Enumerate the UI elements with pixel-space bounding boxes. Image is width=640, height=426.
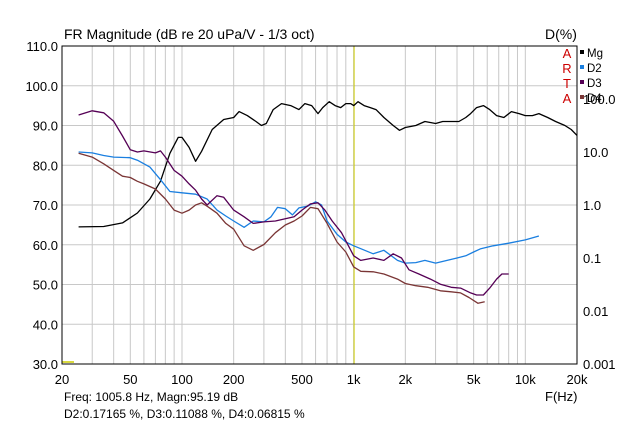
series-line-d3 xyxy=(78,110,509,296)
legend-label-d3: D3 xyxy=(587,78,602,90)
cursor-readout-line2: D2:0.17165 %, D3:0.11088 %, D4:0.06815 % xyxy=(64,407,305,421)
y-right-tick-label: 10.0 xyxy=(583,145,608,160)
y-right-tick-label: 1.0 xyxy=(583,198,601,213)
grid xyxy=(62,46,577,364)
series-line-mg xyxy=(78,101,578,228)
arta-logo-letter: A xyxy=(563,91,572,106)
y-left-tick-label: 40.0 xyxy=(33,317,58,332)
x-tick-label: 1k xyxy=(347,372,361,387)
y-left-tick-label: 110.0 xyxy=(26,39,58,54)
legend-label-d4: D4 xyxy=(587,93,602,105)
right-axis-title: D(%) xyxy=(545,26,577,42)
legend-swatch-d3 xyxy=(580,80,584,84)
legend-label-mg: Mg xyxy=(587,48,603,60)
y-left-tick-label: 70.0 xyxy=(33,198,58,213)
series-layer xyxy=(78,101,578,304)
legend-swatch-d2 xyxy=(580,65,584,69)
legend-label-d2: D2 xyxy=(587,63,602,75)
y-right-tick-label: 0.01 xyxy=(583,304,608,319)
y-left-tick-label: 80.0 xyxy=(33,158,58,173)
x-tick-label: 5k xyxy=(467,372,481,387)
y-left-tick-label: 30.0 xyxy=(33,357,58,372)
x-tick-label: 200 xyxy=(223,372,245,387)
y-left-tick-label: 50.0 xyxy=(33,278,58,293)
y-left-tick-label: 60.0 xyxy=(33,238,58,253)
legend-swatch-mg xyxy=(580,50,584,54)
y-right-tick-label: 100.0 xyxy=(583,92,616,107)
series-line-d4 xyxy=(78,152,485,304)
axis-ticks: 20 50 100 200 500 1k 2k 5k 10k 20k 30.0 40.0 50.0 60.… xyxy=(25,39,615,387)
x-tick-label: 2k xyxy=(398,372,412,387)
x-tick-label: 10k xyxy=(515,372,536,387)
arta-logo-letter: A xyxy=(563,46,572,61)
cursor-readout-line1: Freq: 1005.8 Hz, Magn:95.19 dB xyxy=(64,390,238,404)
x-tick-label: 50 xyxy=(123,372,137,387)
x-tick-label: 100 xyxy=(171,372,193,387)
y-left-tick-label: 100.0 xyxy=(25,79,58,94)
y-left-tick-label: 90.0 xyxy=(33,119,58,134)
x-tick-label: 20 xyxy=(55,372,69,387)
chart-title: FR Magnitude (dB re 20 uPa/V - 1/3 oct) xyxy=(64,26,315,42)
x-tick-label: 20k xyxy=(567,372,588,387)
legend-swatch-d4 xyxy=(580,95,584,99)
plot-frame xyxy=(61,45,578,365)
y-right-tick-label: 0.1 xyxy=(583,251,601,266)
y-right-tick-label: 0.001 xyxy=(583,357,616,372)
x-axis-label: F(Hz) xyxy=(545,389,578,404)
arta-logo-letter: R xyxy=(562,61,571,76)
arta-logo-letter: T xyxy=(563,76,571,91)
x-tick-label: 500 xyxy=(291,372,313,387)
